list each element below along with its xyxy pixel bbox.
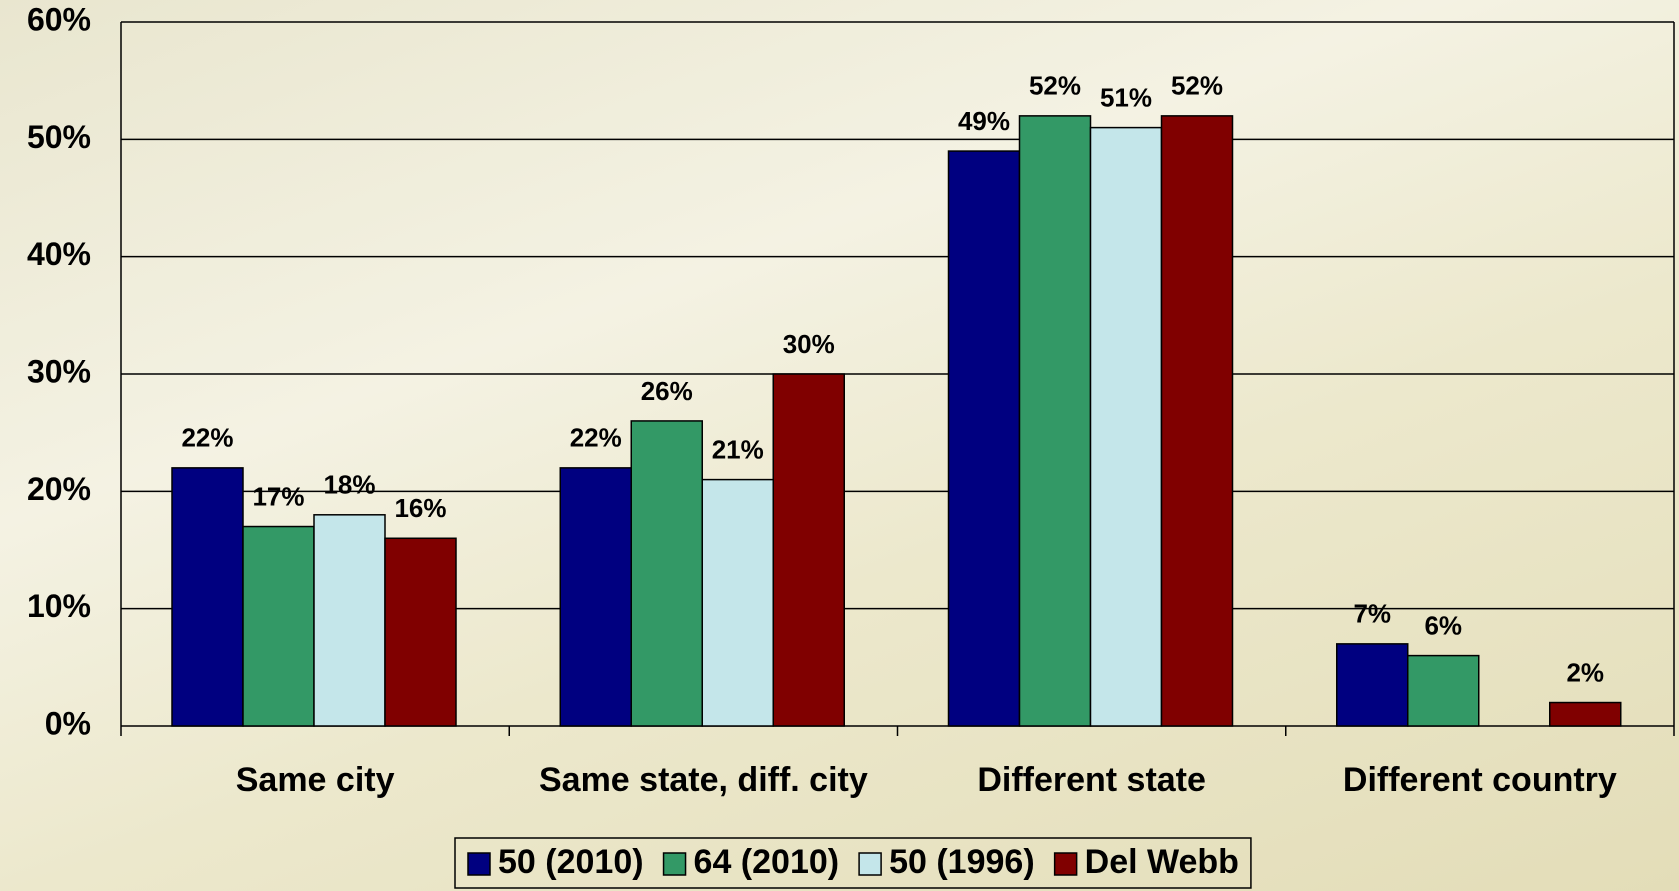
x-tick-label: Different state — [977, 761, 1206, 799]
y-tick-label: 40% — [27, 236, 91, 272]
bar — [701, 478, 774, 727]
legend-label: Del Webb — [1085, 843, 1239, 881]
y-tick-label: 10% — [27, 588, 91, 624]
data-label: 21% — [712, 434, 764, 464]
legend-swatch — [1053, 852, 1078, 876]
data-label: 6% — [1424, 610, 1462, 640]
bar — [1407, 654, 1480, 727]
y-tick-label: 0% — [45, 705, 91, 741]
y-tick-label: 30% — [27, 353, 91, 389]
bar — [559, 467, 632, 727]
bar — [1336, 643, 1409, 727]
bar — [1160, 115, 1234, 727]
data-label: 51% — [1100, 82, 1152, 112]
bar — [1089, 126, 1163, 727]
bar — [171, 467, 244, 727]
data-label: 26% — [641, 376, 693, 406]
data-label: 2% — [1566, 657, 1604, 687]
bar — [384, 537, 457, 727]
y-tick-label: 20% — [27, 471, 91, 507]
data-label: 22% — [181, 423, 233, 453]
y-tick-label: 60% — [27, 1, 91, 37]
legend-label: 50 (2010) — [498, 843, 644, 881]
legend-label: 50 (1996) — [889, 843, 1035, 881]
bar — [947, 150, 1021, 727]
bar — [772, 373, 845, 727]
x-tick-label: Different country — [1343, 761, 1617, 799]
y-tick-label: 50% — [27, 119, 91, 155]
data-label: 22% — [570, 423, 622, 453]
data-label: 18% — [323, 470, 375, 500]
bar — [630, 420, 703, 727]
legend-swatch — [858, 852, 882, 876]
bar — [242, 525, 315, 727]
data-label: 49% — [958, 106, 1010, 136]
data-label: 30% — [783, 329, 835, 359]
legend-swatch — [467, 852, 491, 876]
data-label: 16% — [394, 493, 446, 523]
bar — [1549, 701, 1622, 727]
legend-swatch — [662, 852, 687, 876]
bar — [1018, 115, 1092, 727]
x-tick-label: Same city — [236, 761, 395, 799]
data-label: 17% — [252, 481, 304, 511]
data-label: 7% — [1353, 599, 1391, 629]
data-label: 52% — [1029, 71, 1081, 101]
legend-label: 64 (2010) — [694, 843, 840, 881]
x-tick-label: Same state, diff. city — [539, 761, 868, 799]
data-label: 52% — [1171, 71, 1223, 101]
legend-box — [454, 837, 1252, 889]
bar — [313, 514, 386, 727]
